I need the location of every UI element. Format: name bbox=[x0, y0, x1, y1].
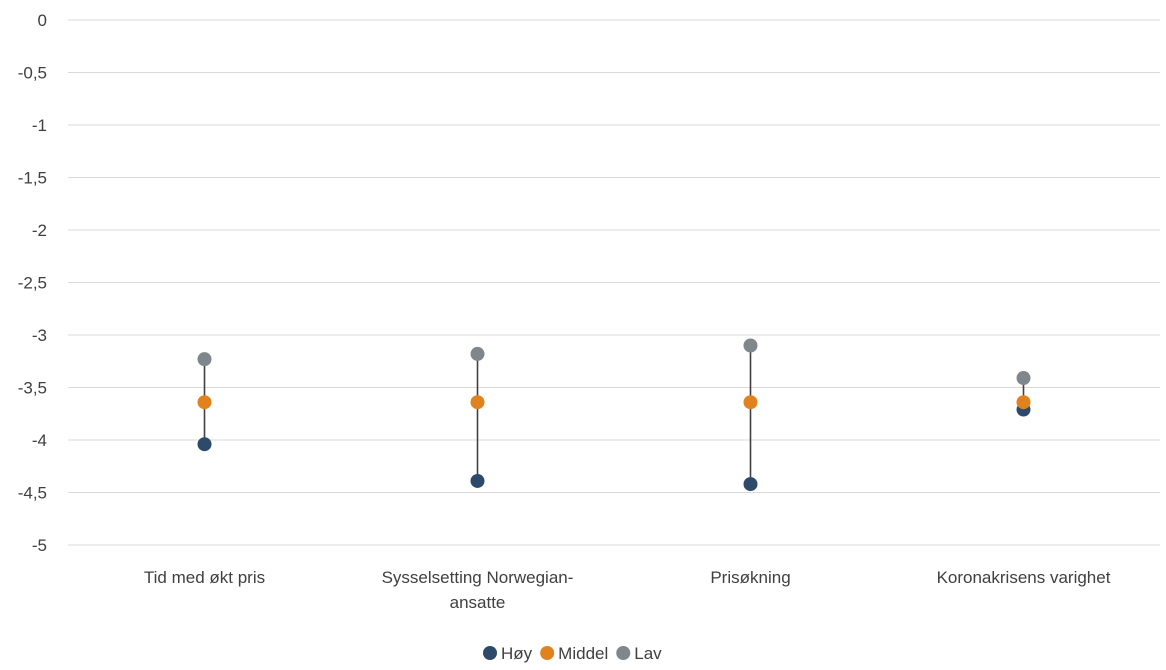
legend-label: Høy bbox=[501, 644, 533, 663]
y-axis-tick-labels: 0 -0,5 -1 -1,5 -2 -2,5 -3 -3,5 -4 -4,5 -5 bbox=[18, 11, 47, 555]
y-tick-label: -0,5 bbox=[18, 64, 47, 83]
legend-marker bbox=[616, 646, 631, 660]
category-label: Prisøkning bbox=[710, 568, 790, 587]
y-tick-label: -1,5 bbox=[18, 169, 47, 188]
y-tick-label: 0 bbox=[38, 11, 47, 30]
legend-marker bbox=[483, 646, 497, 660]
y-tick-label: -3,5 bbox=[18, 379, 47, 398]
point-h-y bbox=[197, 437, 212, 452]
legend: Høy Middel Lav bbox=[483, 644, 662, 663]
data-points bbox=[197, 338, 1031, 492]
category-label: Sysselsetting Norwegian- bbox=[382, 568, 574, 587]
y-tick-label: -5 bbox=[32, 536, 47, 555]
y-tick-label: -4,5 bbox=[18, 484, 47, 503]
legend-label: Lav bbox=[634, 644, 662, 663]
category-label: ansatte bbox=[450, 593, 506, 612]
y-tick-label: -2 bbox=[32, 221, 47, 240]
legend-marker bbox=[540, 646, 555, 660]
point-lav bbox=[1016, 371, 1031, 386]
category-label: Tid med økt pris bbox=[144, 568, 265, 587]
gridlines bbox=[68, 19, 1160, 546]
y-tick-label: -4 bbox=[32, 431, 47, 450]
range-lines bbox=[203, 345, 1025, 485]
y-tick-label: -2,5 bbox=[18, 274, 47, 293]
point-lav bbox=[743, 338, 758, 353]
point-lav bbox=[470, 346, 485, 361]
point-lav bbox=[197, 352, 212, 367]
point-middel bbox=[197, 395, 212, 410]
point-h-y bbox=[470, 473, 485, 488]
y-tick-label: -3 bbox=[32, 326, 47, 345]
point-h-y bbox=[743, 477, 758, 492]
point-middel bbox=[470, 395, 485, 410]
point-middel bbox=[1016, 395, 1031, 410]
legend-label: Middel bbox=[558, 644, 608, 663]
y-tick-label: -1 bbox=[32, 116, 47, 135]
x-axis-category-labels: Tid med økt pris Sysselsetting Norwegian-… bbox=[144, 568, 1111, 612]
point-middel bbox=[743, 395, 758, 410]
category-label: Koronakrisens varighet bbox=[937, 568, 1111, 587]
